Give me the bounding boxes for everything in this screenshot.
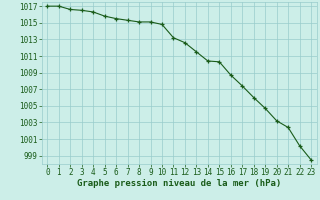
X-axis label: Graphe pression niveau de la mer (hPa): Graphe pression niveau de la mer (hPa) [77, 179, 281, 188]
